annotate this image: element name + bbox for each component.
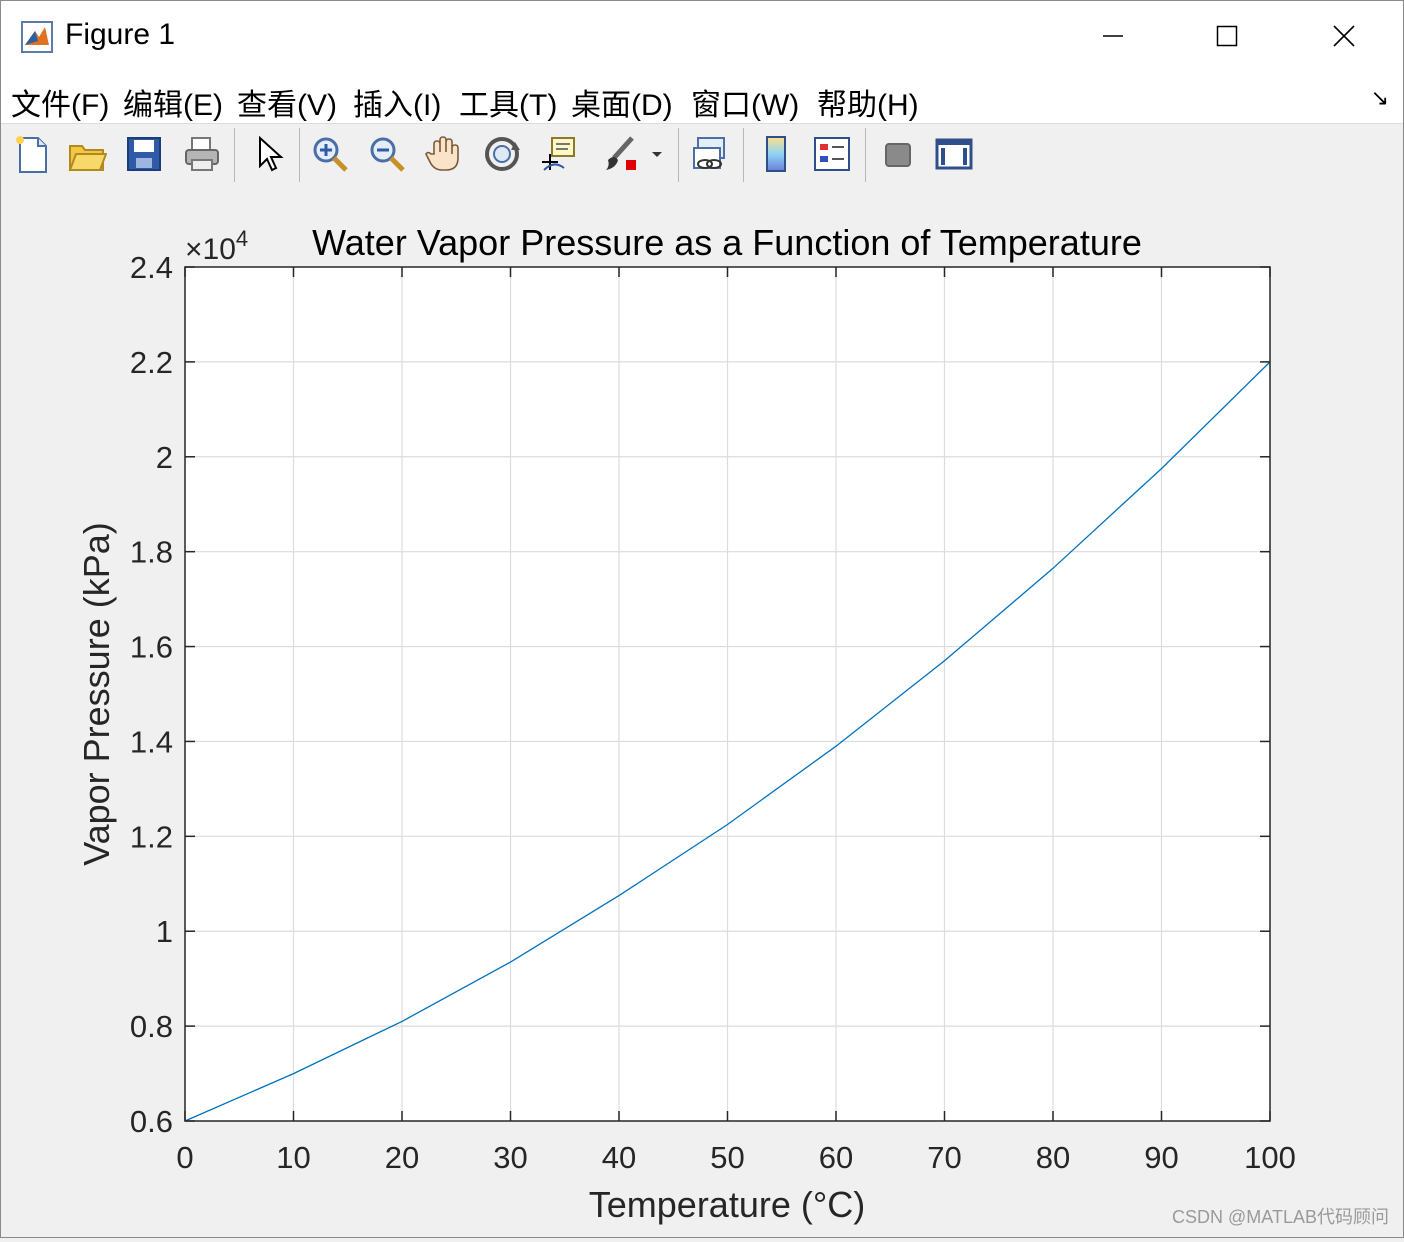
menu-window[interactable]: 窗口(W) bbox=[691, 89, 800, 122]
colorbar-icon bbox=[766, 136, 786, 172]
open-file-button[interactable] bbox=[64, 131, 110, 177]
open-file-icon bbox=[68, 145, 107, 171]
legend-button[interactable] bbox=[809, 131, 855, 177]
chevron-down-icon bbox=[652, 152, 662, 157]
y-exponent-power: 4 bbox=[236, 226, 248, 251]
y-tick-label: 0.8 bbox=[130, 1009, 173, 1044]
window-title: Figure 1 bbox=[65, 18, 176, 51]
menu-file[interactable]: 文件(F) bbox=[11, 89, 110, 122]
menu-desktop[interactable]: 桌面(D) bbox=[571, 89, 673, 122]
x-tick-label: 20 bbox=[385, 1140, 419, 1175]
print-icon bbox=[185, 137, 219, 171]
pan-hand-icon bbox=[425, 136, 459, 171]
link-plot-button[interactable] bbox=[687, 131, 733, 177]
y-tick-label: 1.4 bbox=[130, 724, 173, 759]
grid-lines bbox=[185, 267, 1270, 1121]
figure-toolbar bbox=[1, 123, 1403, 187]
line-chart[interactable]: 0 10 20 30 40 50 60 70 80 90 100 0.6 0.8 1 1.2 1.4 1.6 1… bbox=[1, 186, 1403, 1237]
minimize-icon bbox=[1103, 35, 1123, 37]
x-tick-label: 30 bbox=[493, 1140, 527, 1175]
brush-icon bbox=[606, 136, 636, 170]
close-button[interactable] bbox=[1314, 11, 1374, 61]
y-tick-label: 2.2 bbox=[130, 345, 173, 380]
watermark-text: CSDN @MATLAB代码顾问 bbox=[1172, 1207, 1389, 1227]
colorbar-button[interactable] bbox=[753, 131, 799, 177]
menu-tools[interactable]: 工具(T) bbox=[459, 89, 558, 122]
save-button[interactable] bbox=[121, 131, 167, 177]
x-tick-labels: 0 10 20 30 40 50 60 70 80 90 100 bbox=[176, 1140, 1295, 1175]
pan-button[interactable] bbox=[421, 131, 467, 177]
axes-box bbox=[184, 266, 1271, 1122]
x-tick-label: 90 bbox=[1144, 1140, 1178, 1175]
x-tick-label: 80 bbox=[1036, 1140, 1070, 1175]
y-exponent-label: ×104 bbox=[185, 226, 248, 266]
menu-edit[interactable]: 编辑(E) bbox=[123, 89, 223, 122]
toolbar-separator bbox=[865, 128, 866, 182]
y-axis-label: Vapor Pressure (kPa) bbox=[76, 522, 117, 865]
zoom-in-button[interactable] bbox=[307, 131, 353, 177]
new-figure-button[interactable] bbox=[9, 131, 55, 177]
x-tick-label: 10 bbox=[276, 1140, 310, 1175]
data-cursor-button[interactable] bbox=[535, 131, 581, 177]
zoom-out-icon bbox=[370, 137, 405, 172]
maximize-icon bbox=[1216, 25, 1238, 47]
chart-title: Water Vapor Pressure as a Function of Te… bbox=[312, 222, 1142, 263]
x-tick-label: 40 bbox=[602, 1140, 636, 1175]
y-tick-label: 2 bbox=[156, 440, 173, 475]
brush-dropdown[interactable] bbox=[647, 131, 667, 177]
y-exponent-base: ×10 bbox=[185, 233, 236, 266]
legend-icon bbox=[814, 137, 850, 171]
vapor-pressure-line bbox=[184, 361, 1271, 1122]
zoom-in-icon bbox=[313, 137, 348, 172]
edit-plot-button[interactable] bbox=[245, 131, 291, 177]
x-tick-label: 0 bbox=[176, 1140, 193, 1175]
toolbar-separator bbox=[743, 128, 744, 182]
x-tick-label: 70 bbox=[927, 1140, 961, 1175]
hide-plot-tools-icon bbox=[885, 143, 911, 167]
save-icon bbox=[127, 137, 161, 171]
menu-help[interactable]: 帮助(H) bbox=[817, 89, 919, 122]
matlab-app-icon bbox=[21, 21, 53, 53]
y-tick-labels: 0.6 0.8 1 1.2 1.4 1.6 1.8 2 2.2 2.4 bbox=[130, 250, 173, 1139]
new-figure-icon bbox=[16, 136, 47, 173]
minimize-button[interactable] bbox=[1083, 11, 1143, 61]
y-tick-label: 1.8 bbox=[130, 535, 173, 570]
dock-arrow-icon[interactable]: ↘ bbox=[1370, 85, 1389, 110]
y-tick-label: 0.6 bbox=[130, 1104, 173, 1139]
toolbar-separator bbox=[678, 128, 679, 182]
toolbar-separator bbox=[234, 128, 235, 182]
maximize-button[interactable] bbox=[1197, 11, 1257, 61]
menu-view[interactable]: 查看(V) bbox=[237, 89, 337, 122]
data-cursor-icon bbox=[542, 137, 575, 171]
rotate-3d-button[interactable] bbox=[479, 131, 525, 177]
rotate-3d-icon bbox=[485, 137, 520, 171]
close-icon bbox=[1333, 25, 1355, 47]
menu-bar: 文件(F) 编辑(E) 查看(V) 插入(I) 工具(T) 桌面(D) 窗口(W… bbox=[1, 71, 1403, 123]
x-tick-label: 50 bbox=[710, 1140, 744, 1175]
print-button[interactable] bbox=[179, 131, 225, 177]
menu-insert[interactable]: 插入(I) bbox=[353, 89, 442, 122]
brush-button[interactable] bbox=[597, 131, 643, 177]
y-tick-label: 2.4 bbox=[130, 250, 173, 285]
toolbar-separator bbox=[299, 128, 300, 182]
show-plot-tools-icon bbox=[935, 138, 973, 170]
zoom-out-button[interactable] bbox=[364, 131, 410, 177]
show-plot-tools-button[interactable] bbox=[931, 131, 977, 177]
x-axis-label: Temperature (°C) bbox=[589, 1184, 865, 1225]
title-bar: Figure 1 bbox=[1, 1, 1403, 71]
figure-canvas[interactable]: 0 10 20 30 40 50 60 70 80 90 100 0.6 0.8 1 1.2 1.4 1.6 1… bbox=[1, 186, 1403, 1237]
x-tick-label: 60 bbox=[819, 1140, 853, 1175]
y-tick-label: 1.2 bbox=[130, 819, 173, 854]
x-tick-label: 100 bbox=[1244, 1140, 1296, 1175]
y-tick-label: 1.6 bbox=[130, 630, 173, 665]
y-tick-label: 1 bbox=[156, 914, 173, 949]
hide-plot-tools-button[interactable] bbox=[875, 131, 921, 177]
link-plot-icon bbox=[693, 137, 725, 169]
edit-plot-arrow-icon bbox=[259, 135, 284, 172]
